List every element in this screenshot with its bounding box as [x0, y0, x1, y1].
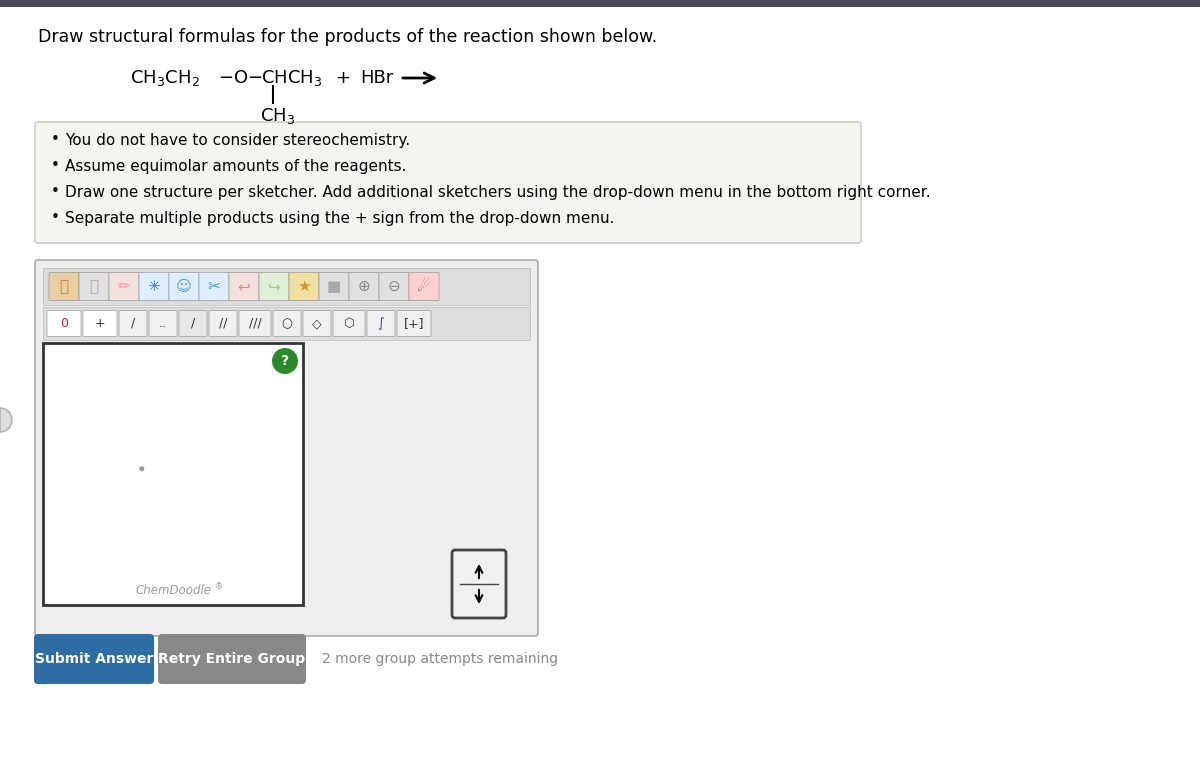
Text: ☄: ☄: [418, 279, 431, 294]
Text: Retry Entire Group: Retry Entire Group: [158, 652, 306, 666]
Bar: [43, 307, 530, 340]
FancyBboxPatch shape: [302, 311, 331, 337]
Text: 0: 0: [60, 317, 68, 330]
Text: ↩: ↩: [238, 279, 251, 294]
FancyBboxPatch shape: [397, 311, 431, 337]
Text: ✂: ✂: [208, 279, 221, 294]
Text: ®: ®: [215, 583, 223, 591]
Text: ✋: ✋: [60, 279, 68, 294]
FancyBboxPatch shape: [109, 272, 139, 301]
FancyBboxPatch shape: [349, 272, 379, 301]
FancyBboxPatch shape: [289, 272, 319, 301]
FancyBboxPatch shape: [334, 311, 365, 337]
FancyBboxPatch shape: [259, 272, 289, 301]
FancyBboxPatch shape: [79, 272, 109, 301]
Text: Separate multiple products using the + sign from the drop-down menu.: Separate multiple products using the + s…: [65, 211, 614, 226]
Text: HBr: HBr: [360, 69, 394, 87]
Text: $-$O$-$: $-$O$-$: [218, 69, 263, 87]
Text: •: •: [50, 132, 60, 147]
Text: CH$_3$CH$_2$: CH$_3$CH$_2$: [130, 68, 200, 88]
FancyBboxPatch shape: [119, 311, 148, 337]
Text: /: /: [191, 317, 196, 330]
Text: ☺: ☺: [176, 279, 192, 294]
Text: ○: ○: [282, 317, 293, 330]
FancyBboxPatch shape: [139, 272, 169, 301]
Circle shape: [272, 348, 298, 374]
FancyBboxPatch shape: [179, 311, 208, 337]
Text: CH$_3$: CH$_3$: [260, 106, 295, 126]
FancyBboxPatch shape: [229, 272, 259, 301]
Text: ///: ///: [248, 317, 262, 330]
FancyBboxPatch shape: [239, 311, 271, 337]
FancyBboxPatch shape: [367, 311, 395, 337]
Text: ↪: ↪: [268, 279, 281, 294]
Text: ..: ..: [158, 317, 167, 330]
Text: ✏: ✏: [118, 279, 131, 294]
Text: +: +: [335, 69, 350, 87]
Text: ⊖: ⊖: [388, 279, 401, 294]
FancyBboxPatch shape: [409, 272, 439, 301]
Text: 2 more group attempts remaining: 2 more group attempts remaining: [322, 652, 558, 666]
Bar: [43, 268, 530, 305]
FancyBboxPatch shape: [34, 634, 154, 684]
Text: ✳: ✳: [148, 279, 161, 294]
FancyBboxPatch shape: [83, 311, 118, 337]
Text: ★: ★: [298, 279, 311, 294]
FancyBboxPatch shape: [274, 311, 301, 337]
FancyBboxPatch shape: [319, 272, 349, 301]
Text: //: //: [218, 317, 227, 330]
FancyBboxPatch shape: [149, 311, 178, 337]
Text: [+]: [+]: [403, 317, 425, 330]
FancyBboxPatch shape: [49, 272, 79, 301]
Bar: [0, 0, 1200, 7]
Wedge shape: [0, 408, 12, 432]
Text: Draw structural formulas for the products of the reaction shown below.: Draw structural formulas for the product…: [38, 28, 658, 46]
Text: Submit Answer: Submit Answer: [35, 652, 154, 666]
Text: •: •: [50, 185, 60, 200]
Circle shape: [139, 466, 144, 471]
FancyBboxPatch shape: [158, 634, 306, 684]
Text: •: •: [50, 158, 60, 174]
FancyBboxPatch shape: [47, 311, 82, 337]
FancyBboxPatch shape: [35, 122, 862, 243]
Text: 🧪: 🧪: [90, 279, 98, 294]
Text: ∫: ∫: [378, 317, 384, 330]
Text: /: /: [131, 317, 136, 330]
Text: Assume equimolar amounts of the reagents.: Assume equimolar amounts of the reagents…: [65, 158, 407, 174]
FancyBboxPatch shape: [169, 272, 199, 301]
Text: Draw one structure per sketcher. Add additional sketchers using the drop-down me: Draw one structure per sketcher. Add add…: [65, 185, 931, 200]
FancyBboxPatch shape: [35, 260, 538, 636]
Text: You do not have to consider stereochemistry.: You do not have to consider stereochemis…: [65, 132, 410, 147]
FancyBboxPatch shape: [199, 272, 229, 301]
Text: ChemDoodle: ChemDoodle: [134, 583, 211, 597]
Text: ⊕: ⊕: [358, 279, 371, 294]
Text: +: +: [95, 317, 106, 330]
Text: •: •: [50, 211, 60, 226]
FancyBboxPatch shape: [379, 272, 409, 301]
Text: ◇: ◇: [312, 317, 322, 330]
Text: ?: ?: [281, 354, 289, 368]
FancyBboxPatch shape: [452, 550, 506, 618]
Text: ⬡: ⬡: [343, 317, 354, 330]
Text: ■: ■: [326, 279, 341, 294]
FancyBboxPatch shape: [209, 311, 238, 337]
Text: CHCH$_3$: CHCH$_3$: [262, 68, 323, 88]
Bar: [43, 343, 302, 605]
